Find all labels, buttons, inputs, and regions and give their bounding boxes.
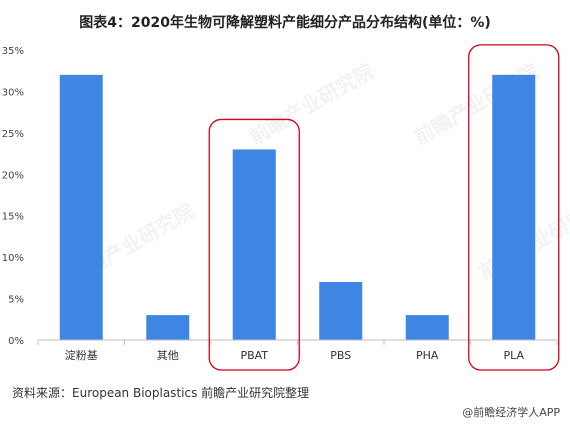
bar-PHA: [405, 315, 449, 340]
watermark-text: 前瞻产业研究院: [245, 59, 378, 150]
x-tick-label: PLA: [503, 349, 524, 362]
highlight-box-PLA: [468, 44, 560, 371]
y-tick-label: 30%: [2, 87, 24, 98]
bar-淀粉基: [59, 74, 103, 340]
highlight-box-PBAT: [208, 118, 300, 371]
y-tick-label: 5%: [8, 295, 24, 306]
y-tick-label: 10%: [2, 253, 24, 264]
highlight-boxes: [208, 44, 560, 371]
bar-PBAT: [232, 149, 276, 340]
source-note: 资料来源：European Bioplastics 前瞻产业研究院整理: [12, 386, 310, 400]
y-tick-label: 20%: [2, 170, 24, 181]
x-tick-label: 淀粉基: [65, 348, 98, 362]
bar-PBS: [319, 282, 363, 340]
x-axis: 淀粉基 其他 PBAT PBS PHA PLA: [37, 339, 558, 362]
credit-label: @前瞻经济学人APP: [462, 406, 560, 419]
x-tick-label: PHA: [416, 349, 439, 362]
y-tick-label: 25%: [2, 129, 24, 140]
x-tick-label: 其他: [157, 349, 179, 362]
y-axis: 0% 5% 10% 15% 20% 25% 30% 35%: [2, 46, 24, 347]
bars: [59, 74, 536, 340]
y-tick-label: 0%: [8, 336, 24, 347]
y-tick-label: 35%: [2, 46, 24, 57]
y-tick-label: 15%: [2, 212, 24, 223]
chart-title: 图表4：2020年生物可降解塑料产能细分产品分布结构(单位：%): [79, 15, 491, 31]
x-tick-label: PBAT: [240, 349, 268, 362]
x-tick-label: PBS: [330, 349, 351, 362]
bar-其他: [146, 315, 190, 340]
bar-PLA: [492, 74, 536, 340]
